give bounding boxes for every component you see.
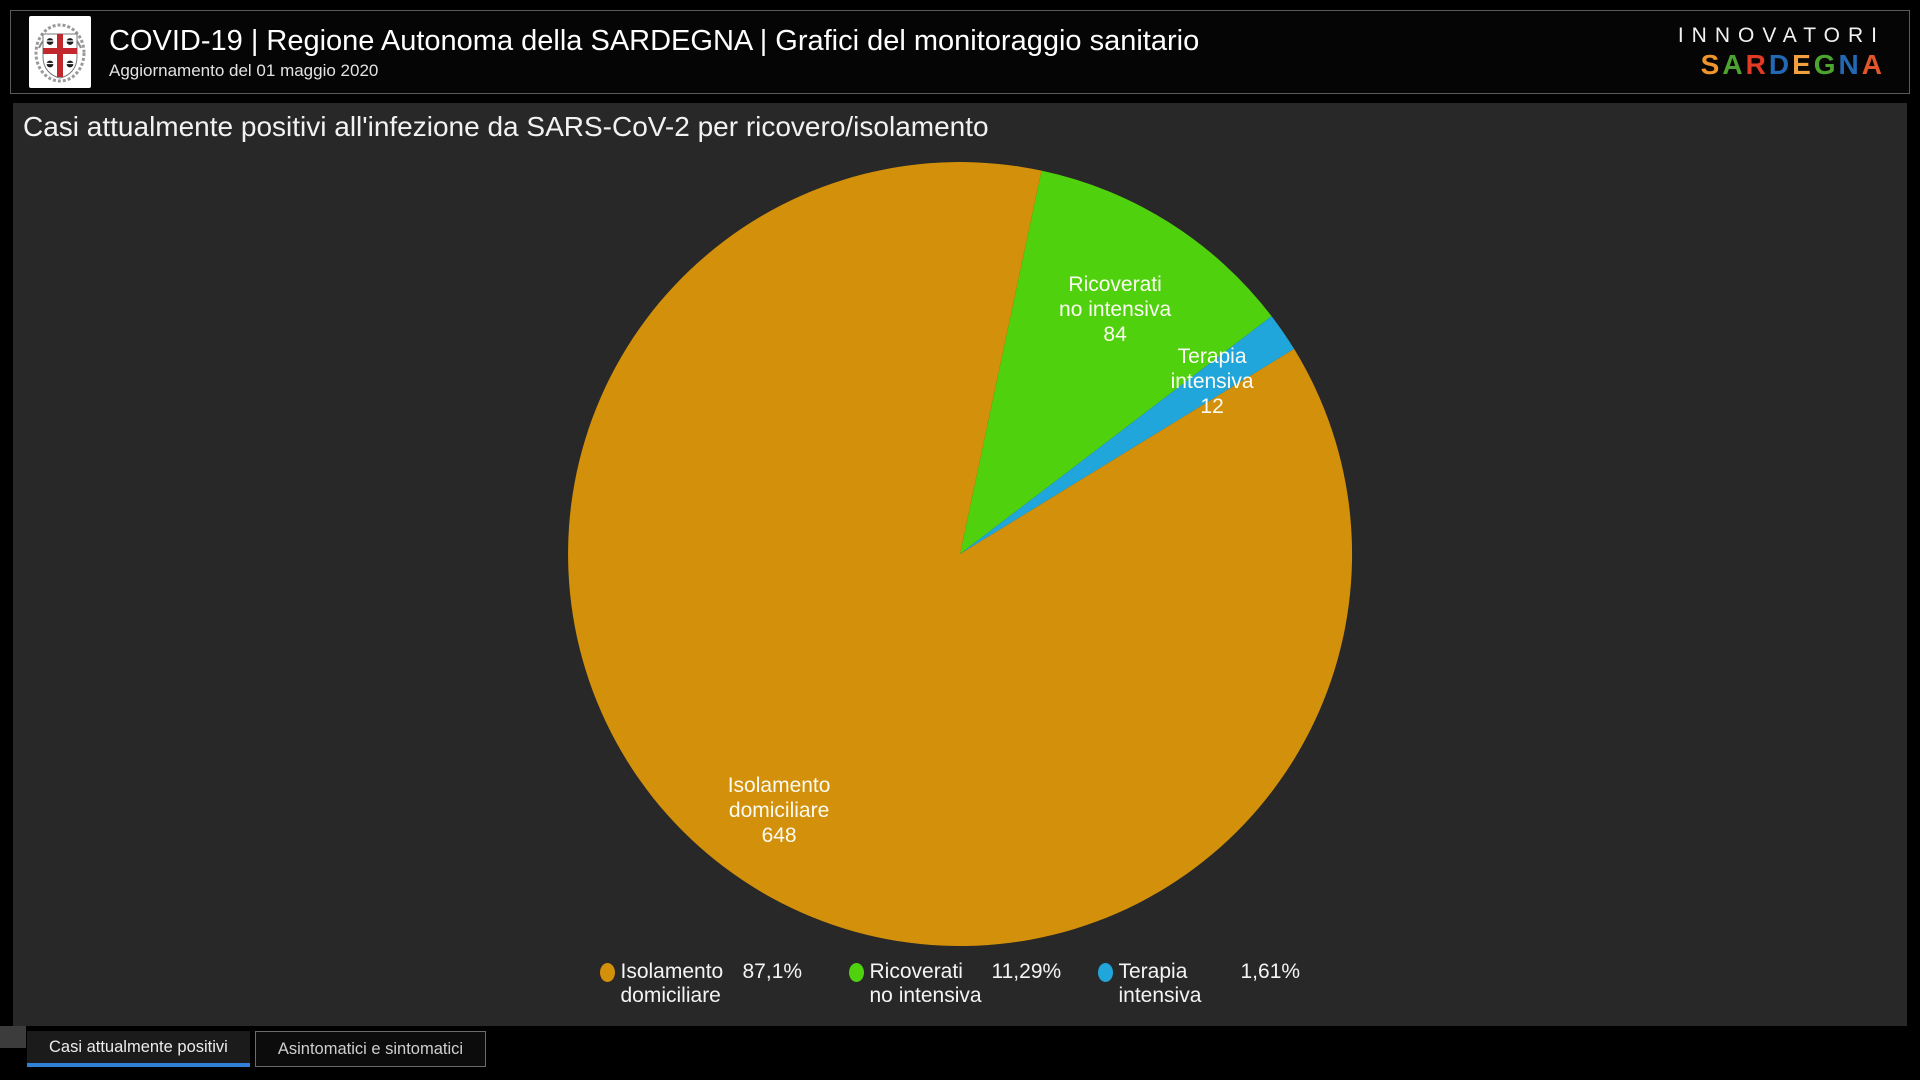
app-title: COVID-19 | Regione Autonoma della SARDEG… — [109, 24, 1200, 57]
legend-percent: 87,1% — [742, 960, 803, 983]
bottom-tab-bar: Casi attualmente positivi Asintomatici e… — [0, 1026, 1920, 1080]
legend-label: Ricoverati no intensiva — [869, 960, 982, 1007]
pie-label: Terapia intensiva 12 — [1171, 345, 1254, 418]
coat-of-arms-icon — [34, 23, 86, 83]
legend-item-terapia[interactable]: Terapia intensiva 1,61% — [1097, 960, 1321, 1008]
brand-sardegna: SARDEGNA — [1700, 48, 1885, 80]
pie-slice-isolamento-domiciliare[interactable] — [568, 162, 1353, 947]
legend-percent: 1,61% — [1240, 960, 1301, 983]
tabs: Casi attualmente positivi Asintomatici e… — [27, 1031, 487, 1067]
pie-slice-terapia-intensiva[interactable] — [960, 316, 1295, 554]
chart-panel: Casi attualmente positivi all'infezione … — [13, 103, 1907, 1026]
pie-label: Isolamento domiciliare 648 — [728, 774, 831, 847]
innovatori-sardegna-logo: INNOVATORI SARDEGNA — [1678, 24, 1891, 81]
header-bar: COVID-19 | Regione Autonoma della SARDEG… — [10, 10, 1910, 94]
tab-asintomatici-e-sintomatici[interactable]: Asintomatici e sintomatici — [254, 1031, 487, 1067]
legend-percent: 11,29% — [991, 960, 1062, 983]
tab-strip-corner — [0, 1026, 26, 1048]
legend-dot-orange-icon — [599, 963, 615, 982]
legend-label: Isolamento domiciliare — [620, 960, 724, 1007]
sardegna-coat-of-arms-logo — [29, 16, 91, 88]
brand-line1: INNOVATORI — [1677, 23, 1885, 47]
update-date: Aggiornamento del 01 maggio 2020 — [109, 60, 379, 80]
legend-item-isolamento[interactable]: Isolamento domiciliare 87,1% — [599, 960, 823, 1008]
tab-casi-attualmente-positivi[interactable]: Casi attualmente positivi — [27, 1031, 250, 1067]
pie-slice-ricoverati-no-intensiva[interactable] — [960, 170, 1272, 554]
legend-dot-green-icon — [848, 963, 864, 982]
legend-dot-blue-icon — [1097, 963, 1113, 982]
legend-item-ricoverati[interactable]: Ricoverati no intensiva 11,29% — [848, 960, 1072, 1008]
chart-legend: Isolamento domiciliare 87,1% Ricoverati … — [13, 960, 1907, 1008]
pie-label: Ricoverati no intensiva 84 — [1059, 273, 1171, 346]
legend-label: Terapia intensiva — [1118, 960, 1202, 1007]
chart-title: Casi attualmente positivi all'infezione … — [23, 111, 989, 142]
